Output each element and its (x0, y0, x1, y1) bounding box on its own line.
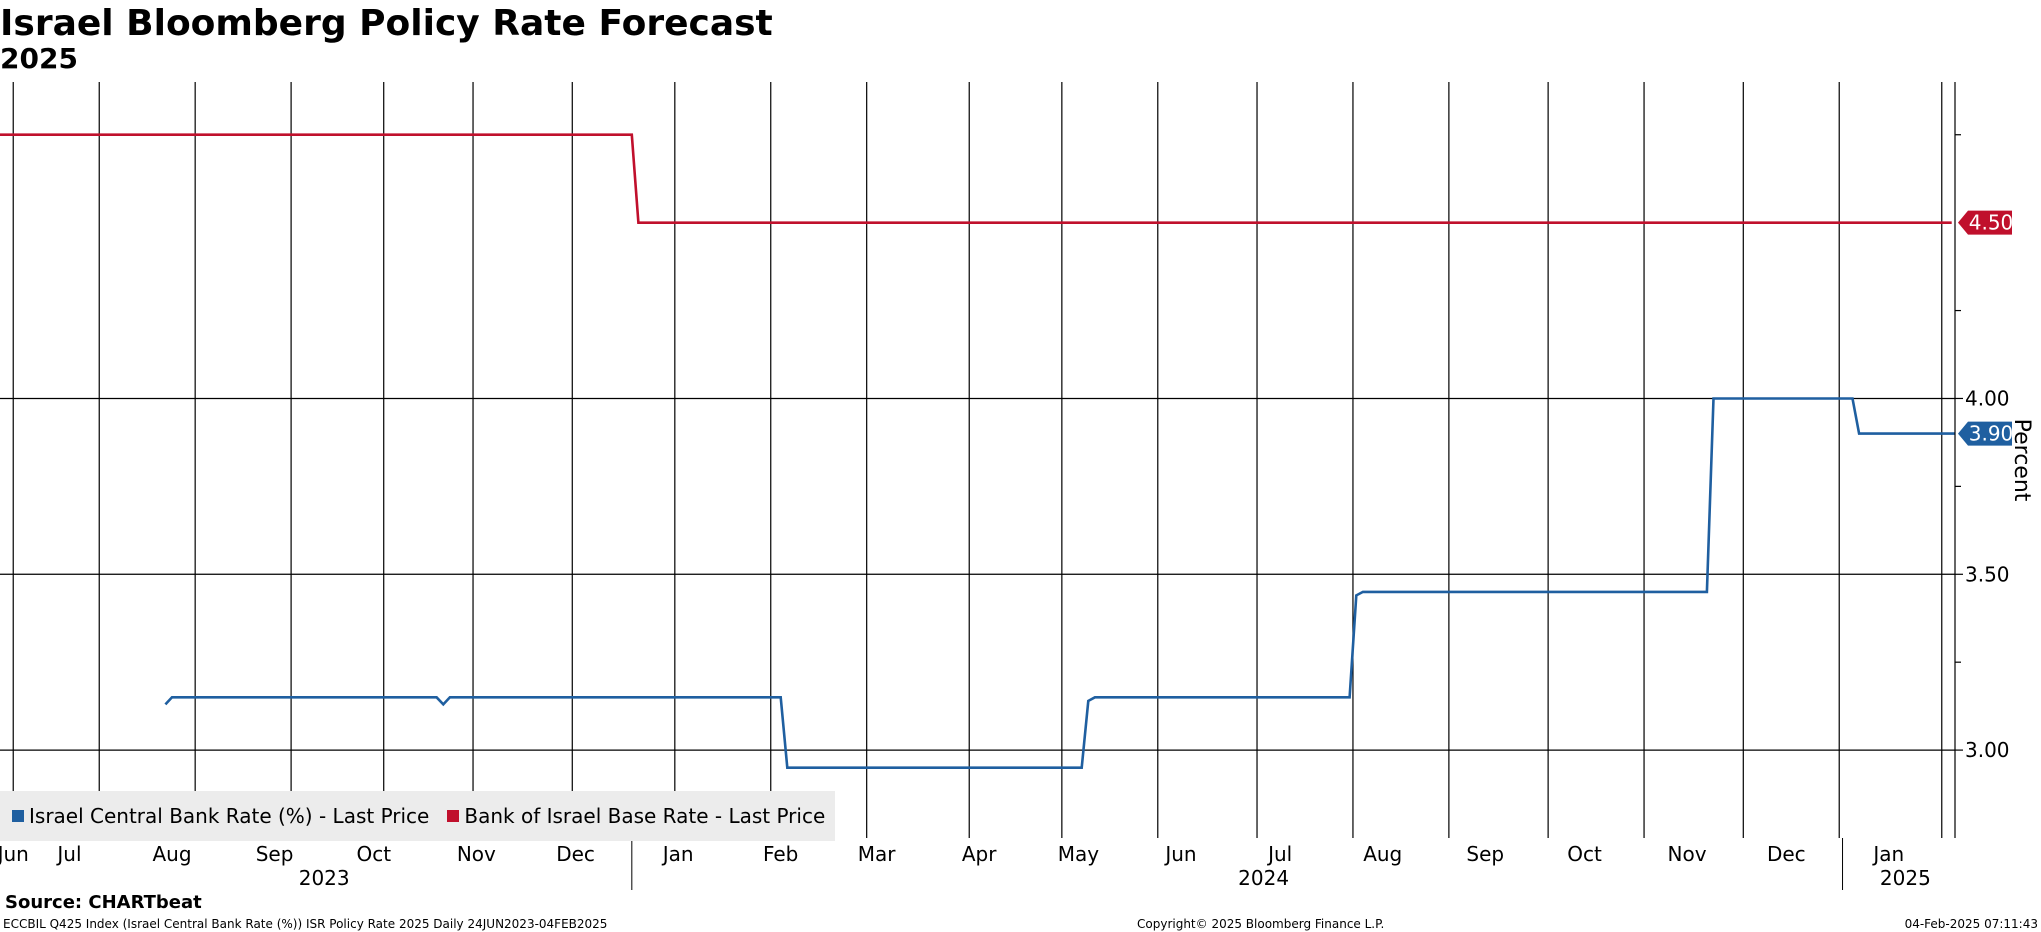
x-tick-label-month: Jul (1266, 842, 1292, 866)
legend-item-base-rate: Bank of Israel Base Rate - Last Price (447, 804, 825, 828)
x-tick-label-month: Jun (1163, 842, 1196, 866)
x-tick-label-month: Apr (962, 842, 997, 866)
legend-swatch-red (447, 810, 460, 822)
last-value-tag-1 (1958, 210, 2012, 235)
x-tick-label-month: Jan (661, 842, 694, 866)
x-tick-label-month: Jun (0, 842, 29, 866)
x-tick-label-month: May (1058, 842, 1100, 866)
copyright-note: Copyright© 2025 Bloomberg Finance L.P. (1137, 917, 1385, 931)
x-tick-label-month: Jan (1871, 842, 1904, 866)
x-tick-label-month: Aug (1363, 842, 1402, 866)
x-tick-label-month: Mar (858, 842, 897, 866)
legend-label-central-bank-rate: Israel Central Bank Rate (%) - Last Pric… (29, 804, 430, 828)
y-tick-label: 3.50 (1965, 562, 2010, 586)
chart-subtitle: 2025 (0, 42, 78, 75)
series-line-0 (164, 397, 1955, 770)
last-value-label-0: 3.90 (1969, 422, 2014, 446)
grid-layer (0, 82, 1955, 838)
x-tick-label-month: Sep (256, 842, 294, 866)
x-tick-label-year: 2023 (299, 866, 350, 890)
chart-title: Israel Bloomberg Policy Rate Forecast (0, 3, 773, 44)
last-value-tag-0 (1958, 421, 2012, 446)
legend-swatch-blue (12, 810, 24, 822)
x-tick-label-month: Oct (1567, 842, 1602, 866)
series-line-1 (0, 133, 1952, 224)
last-value-label-1: 4.50 (1969, 211, 2014, 235)
x-tick-label-month: Nov (1668, 842, 1707, 866)
axis-layer: 3.00 3.50 4.00 Percent Jun Jul Aug Sep Oct Nov Dec… (0, 82, 2034, 890)
x-tick-label-month: Oct (357, 842, 392, 866)
y-axis-title: Percent (2009, 419, 2034, 502)
legend-label-base-rate: Bank of Israel Base Rate - Last Price (464, 804, 826, 828)
x-tick-label-month: Jul (55, 842, 81, 866)
y-tick-label: 4.00 (1965, 386, 2010, 410)
series-layer (0, 133, 1955, 770)
y-tick-label: 3.00 (1965, 738, 2010, 762)
x-tick-label-month: Feb (763, 842, 798, 866)
legend-item-central-bank-rate: Israel Central Bank Rate (%) - Last Pric… (12, 804, 429, 828)
x-tick-label-month: Nov (457, 842, 496, 866)
timestamp: 04-Feb-2025 07:11:43 (1904, 917, 2038, 931)
x-tick-label-month: Aug (152, 842, 191, 866)
legend: Israel Central Bank Rate (%) - Last Pric… (0, 791, 836, 841)
x-tick-label-year: 2024 (1238, 866, 1289, 890)
x-tick-label-month: Sep (1466, 842, 1504, 866)
line-chart: 3.00 3.50 4.00 Percent Jun Jul Aug Sep Oct Nov Dec… (0, 82, 2034, 890)
x-tick-label-year: 2025 (1880, 866, 1931, 890)
x-tick-label-month: Dec (556, 842, 595, 866)
source-note: Source: CHARTbeat (5, 892, 202, 913)
series-description: ECCBIL Q425 Index (Israel Central Bank R… (3, 917, 608, 931)
x-tick-label-month: Dec (1767, 842, 1806, 866)
